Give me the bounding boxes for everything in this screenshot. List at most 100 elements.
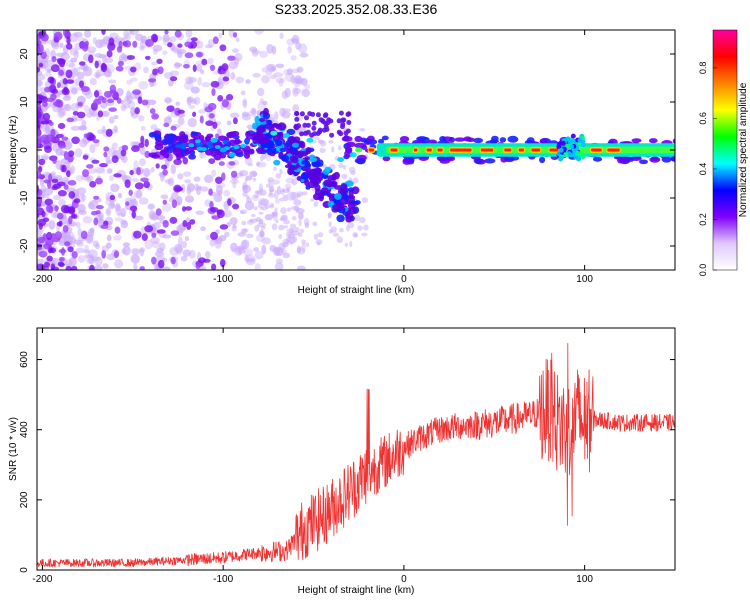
tone-blob xyxy=(454,137,466,142)
noise-blob xyxy=(144,138,149,148)
noise-blob xyxy=(215,184,223,195)
noise-blob xyxy=(295,77,305,85)
noise-blob xyxy=(250,107,257,115)
noise-blob xyxy=(154,68,160,73)
noise-blob xyxy=(77,255,86,263)
noise-blob xyxy=(82,216,93,224)
noise-blob xyxy=(184,206,193,211)
noise-blob xyxy=(87,202,95,210)
noise-blob xyxy=(114,259,124,269)
tone-hot-segment xyxy=(518,148,524,152)
noise-blob xyxy=(254,250,264,260)
tone-blob xyxy=(356,158,366,165)
noise-blob xyxy=(39,178,45,187)
noise-blob xyxy=(361,232,368,237)
noise-blob xyxy=(40,51,47,59)
noise-blob xyxy=(261,75,270,84)
noise-blob xyxy=(174,243,183,253)
noise-blob xyxy=(197,76,203,86)
noise-blob xyxy=(269,74,278,79)
noise-blob xyxy=(254,224,260,232)
noise-blob xyxy=(113,125,118,133)
noise-blob xyxy=(338,145,342,151)
branch-blob xyxy=(258,117,266,122)
noise-blob xyxy=(222,76,230,82)
noise-blob xyxy=(83,133,90,138)
band-blob xyxy=(195,143,202,148)
noise-blob xyxy=(65,43,73,50)
noise-blob xyxy=(50,263,56,270)
colorbar-gradient xyxy=(712,29,738,271)
noise-blob xyxy=(296,245,302,254)
noise-blob xyxy=(244,156,253,166)
noise-blob xyxy=(178,113,186,118)
band-blob xyxy=(198,134,205,142)
noise-blob xyxy=(354,214,361,222)
noise-blob xyxy=(219,258,226,268)
branch-blob xyxy=(289,165,299,171)
noise-blob xyxy=(69,165,76,175)
noise-blob xyxy=(103,146,110,152)
noise-blob xyxy=(212,121,218,129)
noise-blob xyxy=(124,32,132,41)
noise-blob xyxy=(128,189,133,196)
noise-blob xyxy=(241,220,247,226)
noise-blob xyxy=(128,199,136,206)
noise-blob xyxy=(290,55,297,61)
noise-blob xyxy=(58,256,65,262)
branch-hot-blob xyxy=(282,133,290,139)
noise-blob xyxy=(95,167,106,174)
tone-hot-segment xyxy=(413,148,418,152)
noise-blob xyxy=(50,41,59,48)
x-tick-label: 0 xyxy=(401,274,407,285)
tone-blob xyxy=(618,156,631,163)
noise-blob xyxy=(57,261,65,267)
band-blob xyxy=(191,131,198,136)
noise-blob xyxy=(95,39,104,49)
band-blob xyxy=(172,146,181,153)
noise-blob xyxy=(88,54,94,64)
noise-blob xyxy=(344,242,349,247)
noise-blob xyxy=(67,246,74,253)
y-tick-label: -20 xyxy=(19,238,30,253)
noise-blob xyxy=(48,84,57,93)
branch-blob xyxy=(294,125,300,131)
noise-blob xyxy=(169,76,178,82)
noise-blob xyxy=(50,171,57,176)
noise-blob xyxy=(139,266,145,270)
colorbar-tick-label: 0.2 xyxy=(698,213,708,226)
noise-blob xyxy=(51,212,59,219)
noise-blob xyxy=(67,155,74,163)
noise-blob xyxy=(261,237,272,245)
branch-blob xyxy=(273,159,281,166)
tone-blob xyxy=(649,156,661,163)
noise-blob xyxy=(204,44,213,49)
noise-blob xyxy=(91,159,100,164)
tone-blob xyxy=(345,141,356,148)
noise-blob xyxy=(68,257,77,267)
noise-blob xyxy=(209,64,216,71)
noise-blob xyxy=(71,251,78,259)
noise-blob xyxy=(133,263,138,270)
burst-blob xyxy=(576,156,582,162)
noise-blob xyxy=(227,198,232,206)
noise-blob xyxy=(106,98,115,104)
tone-blob xyxy=(484,158,496,164)
noise-blob xyxy=(298,43,308,54)
branch-blob xyxy=(307,111,313,117)
noise-blob xyxy=(109,89,117,94)
noise-blob xyxy=(99,162,108,168)
noise-blob xyxy=(304,84,311,90)
noise-blob xyxy=(129,205,138,212)
noise-blob xyxy=(49,247,54,253)
noise-blob xyxy=(76,242,84,247)
branch-blob xyxy=(341,117,347,123)
noise-blob xyxy=(239,171,244,177)
noise-blob xyxy=(209,238,216,247)
noise-blob xyxy=(57,108,65,119)
noise-blob xyxy=(229,112,240,119)
tone-blob xyxy=(378,138,385,144)
noise-blob xyxy=(319,147,326,153)
noise-blob xyxy=(53,31,63,41)
